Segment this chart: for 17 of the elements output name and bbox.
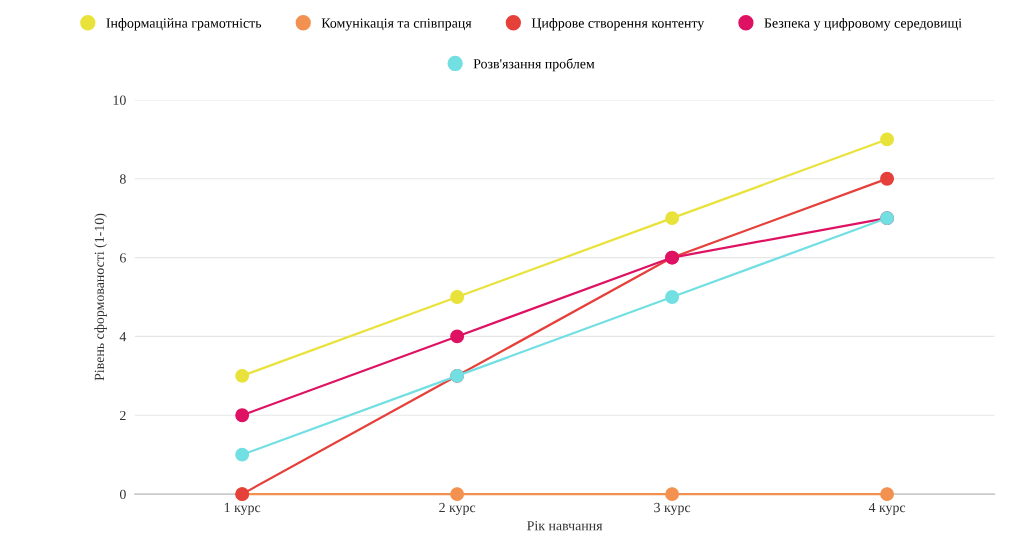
x-tick-label: 4 курс (868, 502, 906, 516)
y-tick-label: 10 (113, 95, 126, 105)
legend-label: Інформаційна грамотність (106, 17, 262, 31)
x-tick-label: 3 курс (654, 502, 691, 516)
x-tick-label: 2 курс (439, 502, 476, 516)
x-tick-label: 1 курс (224, 502, 261, 516)
legend-label: Комунікація та співпраця (321, 18, 472, 31)
legend-label: Безпека у цифровому середовищі (764, 17, 962, 31)
y-tick-label: 2 (120, 410, 126, 421)
legend-label: Розв'язання проблем (473, 58, 595, 72)
y-tick-label: 4 (119, 332, 127, 342)
y-tick-label: 8 (119, 174, 126, 184)
legend-label: Цифрове створення контенту (531, 17, 705, 31)
x-axis-title: Рік навчання (527, 521, 603, 531)
y-tick-label: 0 (119, 489, 126, 500)
y-axis-title: Рівень сформованості (1-10) (94, 213, 107, 381)
y-tick-label: 6 (120, 253, 126, 263)
